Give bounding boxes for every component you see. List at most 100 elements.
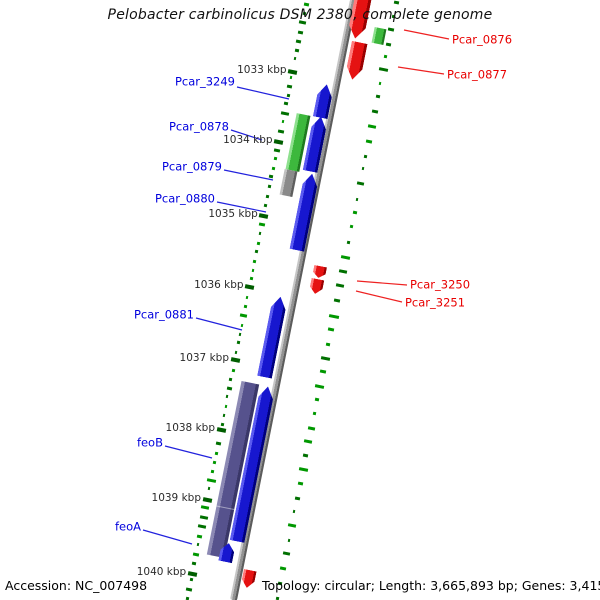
gc-track-tick xyxy=(282,551,291,556)
ruler-minor-tick xyxy=(192,551,200,557)
gc-track-tick xyxy=(303,453,309,458)
gc-track-tick xyxy=(378,82,382,86)
ruler-minor-tick xyxy=(277,129,284,134)
ruler-minor-tick xyxy=(269,175,275,179)
ruler-minor-tick xyxy=(273,148,281,153)
ruler-label-kbp: 1035 kbp xyxy=(208,207,258,220)
ruler-minor-tick xyxy=(224,404,228,409)
ruler-major-tick xyxy=(187,571,197,577)
gene-label-Pcar_0881[interactable]: Pcar_0881 xyxy=(133,307,194,322)
gc-track-tick xyxy=(378,67,388,73)
ruler-label-kbp: 1038 kbp xyxy=(165,421,215,434)
ruler-major-tick xyxy=(244,284,255,290)
ruler-minor-tick xyxy=(263,204,268,208)
ruler-label-kbp: 1036 kbp xyxy=(194,278,244,291)
ruler-label-kbp: 1033 kbp xyxy=(237,63,287,76)
gene-arrow-Pcar_0879[interactable] xyxy=(279,168,297,198)
ruler-minor-tick xyxy=(258,222,266,227)
ruler-major-tick xyxy=(216,427,226,433)
gc-track-tick xyxy=(298,467,308,473)
ruler-major-tick xyxy=(273,139,284,145)
ruler-minor-tick xyxy=(206,477,216,483)
ruler-minor-tick xyxy=(256,241,261,245)
gc-track-tick xyxy=(352,210,357,215)
gc-track-tick xyxy=(325,342,331,347)
ruler-minor-tick xyxy=(199,515,208,520)
gc-track-tick xyxy=(338,269,347,275)
ruler-minor-tick xyxy=(254,249,259,254)
ruler-minor-tick xyxy=(295,39,302,44)
gc-track-tick xyxy=(340,255,351,261)
gc-track-tick xyxy=(361,167,365,171)
ruler-major-tick xyxy=(202,497,212,503)
gc-track-tick xyxy=(320,356,330,361)
ruler-minor-tick xyxy=(281,120,284,124)
accession-text: Accession: NC_007498 xyxy=(5,578,148,593)
leader-line-Pcar_0879 xyxy=(223,169,274,181)
leader-line-Pcar_0876 xyxy=(403,29,450,40)
gc-track-tick xyxy=(356,181,364,186)
ruler-minor-tick xyxy=(186,587,193,592)
ruler-label-kbp: 1034 kbp xyxy=(223,133,273,146)
gene-arrow-Pcar_3250[interactable] xyxy=(311,265,326,279)
ruler-label-kbp: 1037 kbp xyxy=(179,351,229,364)
gene-label-Pcar_3249[interactable]: Pcar_3249 xyxy=(174,74,235,89)
leader-line-feoA xyxy=(142,529,193,545)
ruler-minor-tick xyxy=(280,110,289,116)
ruler-minor-tick xyxy=(240,323,244,327)
ruler-minor-tick xyxy=(189,577,193,582)
gc-track-tick xyxy=(335,283,344,289)
ruler-minor-tick xyxy=(236,340,241,345)
ruler-minor-tick xyxy=(265,194,270,199)
gene-label-Pcar_0877[interactable]: Pcar_0877 xyxy=(447,67,508,82)
ruler-minor-tick xyxy=(294,48,300,53)
gc-track-tick xyxy=(304,439,314,445)
gc-track-tick xyxy=(275,596,280,600)
ruler-minor-tick xyxy=(207,486,211,491)
gc-track-tick xyxy=(294,496,301,501)
gene-arrow-Pcar_0877[interactable] xyxy=(344,41,367,81)
gc-track-tick xyxy=(365,139,372,145)
gene-label-feoB[interactable]: feoB xyxy=(136,435,163,450)
ruler-minor-tick xyxy=(297,30,304,35)
genome-summary-text: Topology: circular; Length: 3,665,893 bp… xyxy=(262,578,600,593)
gc-track-tick xyxy=(312,411,317,416)
gene-label-Pcar_0880[interactable]: Pcar_0880 xyxy=(154,191,215,206)
gc-track-tick xyxy=(297,481,303,486)
ruler-minor-tick xyxy=(191,561,197,565)
gc-track-tick xyxy=(383,55,388,59)
ruler-minor-tick xyxy=(229,377,234,382)
leader-line-Pcar_0881 xyxy=(195,317,243,331)
ruler-label-kbp: 1040 kbp xyxy=(136,565,187,578)
ruler-minor-tick xyxy=(197,534,203,539)
ruler-major-tick xyxy=(258,213,269,219)
gene-label-Pcar_3250[interactable]: Pcar_3250 xyxy=(410,277,471,292)
ruler-minor-tick xyxy=(196,542,200,547)
gene-segment-seam xyxy=(216,505,235,510)
ruler-minor-tick xyxy=(226,386,233,391)
gene-label-Pcar_3251[interactable]: Pcar_3251 xyxy=(405,295,466,310)
ruler-minor-tick xyxy=(231,368,235,373)
gc-track-tick xyxy=(393,0,399,6)
ruler-minor-tick xyxy=(215,441,221,446)
gene-label-Pcar_0879[interactable]: Pcar_0879 xyxy=(161,159,222,174)
ruler-minor-tick xyxy=(258,231,262,236)
leader-line-Pcar_3250 xyxy=(356,280,408,286)
leader-line-Pcar_0877 xyxy=(397,66,445,75)
gene-label-Pcar_0876[interactable]: Pcar_0876 xyxy=(452,32,513,47)
gene-arrow-Pcar_3251[interactable] xyxy=(308,277,324,294)
gene-arrow-green-trna[interactable] xyxy=(371,26,387,46)
ruler-minor-tick xyxy=(273,156,277,161)
ruler-label-kbp: 1039 kbp xyxy=(151,491,201,504)
gene-label-Pcar_0878[interactable]: Pcar_0878 xyxy=(168,119,229,134)
ruler-minor-tick xyxy=(201,505,210,510)
gc-track-tick xyxy=(279,566,287,571)
gc-track-tick xyxy=(287,538,291,542)
gc-track-tick xyxy=(385,42,391,47)
gene-label-feoA[interactable]: feoA xyxy=(114,519,141,534)
ruler-minor-tick xyxy=(293,57,297,61)
gc-track-tick xyxy=(367,124,376,130)
ruler-minor-tick xyxy=(212,460,217,465)
page-title: Pelobacter carbinolicus DSM 2380, comple… xyxy=(107,7,493,23)
